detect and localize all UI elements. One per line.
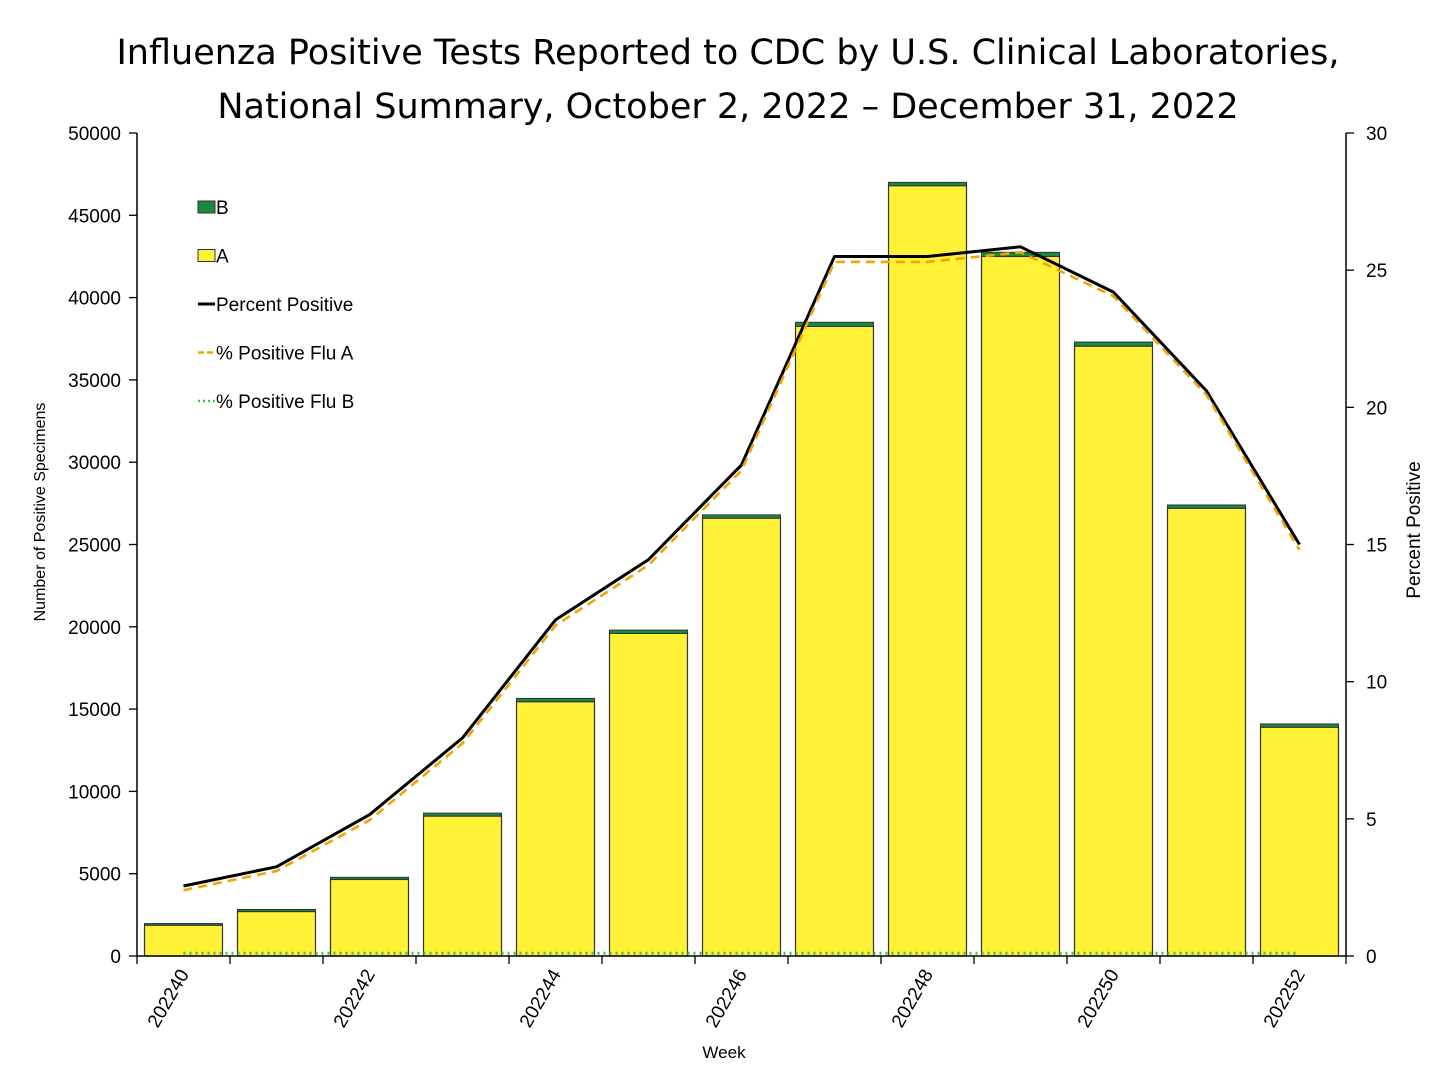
bar-a-202248 bbox=[887, 185, 968, 957]
line-positive-flu-a bbox=[183, 251, 1301, 892]
y-tick-label-45000: 45000 bbox=[68, 206, 121, 227]
bar-a-202245 bbox=[608, 632, 689, 957]
y2-tick-label-0: 0 bbox=[1366, 947, 1377, 968]
bar-a-202244 bbox=[515, 701, 596, 957]
legend-label-b: B bbox=[216, 198, 229, 219]
bar-b-202251 bbox=[1167, 504, 1246, 509]
y2-tick-label-10: 10 bbox=[1366, 673, 1387, 694]
bar-b-202247 bbox=[795, 321, 874, 327]
x-tick-label-202246: 202246 bbox=[702, 966, 752, 1031]
legend-label-positive-flu-b: % Positive Flu B bbox=[216, 392, 354, 413]
y2-tick-label-20: 20 bbox=[1366, 398, 1387, 419]
chart-title-line-2: National Summary, October 2, 2022 – Dece… bbox=[217, 87, 1239, 127]
bar-a-202240 bbox=[143, 924, 224, 957]
y-tick-label-5000: 5000 bbox=[79, 865, 121, 886]
x-tick-label-202244: 202244 bbox=[516, 966, 566, 1032]
y-tick-label-15000: 15000 bbox=[68, 700, 121, 721]
x-axis-title: Week bbox=[702, 1043, 746, 1062]
bar-a-202252 bbox=[1259, 726, 1340, 957]
legend-swatch-b bbox=[197, 200, 216, 214]
y2-tick-label-30: 30 bbox=[1366, 124, 1387, 145]
y-axis-title: Number of Positive Specimens bbox=[32, 403, 49, 622]
chart-title: Influenza Positive Tests Reported to CDC… bbox=[0, 26, 1456, 134]
y-tick-label-30000: 30000 bbox=[68, 453, 121, 474]
bar-b-202240 bbox=[144, 923, 223, 926]
bar-b-202242 bbox=[330, 876, 409, 880]
y-tick-label-35000: 35000 bbox=[68, 371, 121, 392]
bar-b-202245 bbox=[609, 629, 688, 634]
y-tick-label-40000: 40000 bbox=[68, 289, 121, 310]
x-tick-label-202242: 202242 bbox=[330, 966, 380, 1031]
y-tick-label-10000: 10000 bbox=[68, 782, 121, 803]
bar-a-202242 bbox=[329, 878, 410, 957]
y2-axis-title: Percent Positive bbox=[1404, 461, 1425, 598]
y-tick-label-0: 0 bbox=[110, 947, 121, 968]
bar-b-202246 bbox=[702, 514, 781, 519]
x-tick-label-202250: 202250 bbox=[1074, 966, 1124, 1031]
bar-b-202243 bbox=[423, 812, 502, 817]
bar-b-202250 bbox=[1074, 341, 1153, 347]
legend-label-percent-positive: Percent Positive bbox=[216, 295, 353, 316]
legend-swatch-a bbox=[197, 249, 216, 262]
bar-a-202250 bbox=[1073, 345, 1154, 957]
bar-a-202243 bbox=[422, 815, 503, 957]
legend-label-a: A bbox=[216, 247, 229, 268]
bar-a-202247 bbox=[794, 325, 875, 957]
x-tick-label-202240: 202240 bbox=[144, 966, 194, 1031]
x-tick-label-202252: 202252 bbox=[1260, 966, 1310, 1031]
bar-b-202252 bbox=[1260, 723, 1339, 728]
y-tick-label-20000: 20000 bbox=[68, 618, 121, 639]
y2-tick-label-5: 5 bbox=[1366, 810, 1377, 831]
bar-a-202241 bbox=[236, 910, 317, 957]
bar-b-202241 bbox=[237, 908, 316, 913]
line-percent-positive bbox=[183, 245, 1301, 888]
legend-label-positive-flu-a: % Positive Flu A bbox=[216, 344, 354, 365]
bar-b-202248 bbox=[888, 181, 967, 187]
bar-b-202244 bbox=[516, 697, 595, 703]
chart-title-line-1: Influenza Positive Tests Reported to CDC… bbox=[116, 33, 1340, 73]
bar-a-202249 bbox=[980, 255, 1061, 957]
y-tick-label-50000: 50000 bbox=[68, 124, 121, 145]
bar-a-202246 bbox=[701, 517, 782, 957]
bar-a-202251 bbox=[1166, 507, 1247, 957]
x-tick-label-202248: 202248 bbox=[888, 966, 938, 1031]
y2-tick-label-25: 25 bbox=[1366, 261, 1387, 282]
y2-tick-label-15: 15 bbox=[1366, 536, 1387, 557]
y-tick-label-25000: 25000 bbox=[68, 536, 121, 557]
